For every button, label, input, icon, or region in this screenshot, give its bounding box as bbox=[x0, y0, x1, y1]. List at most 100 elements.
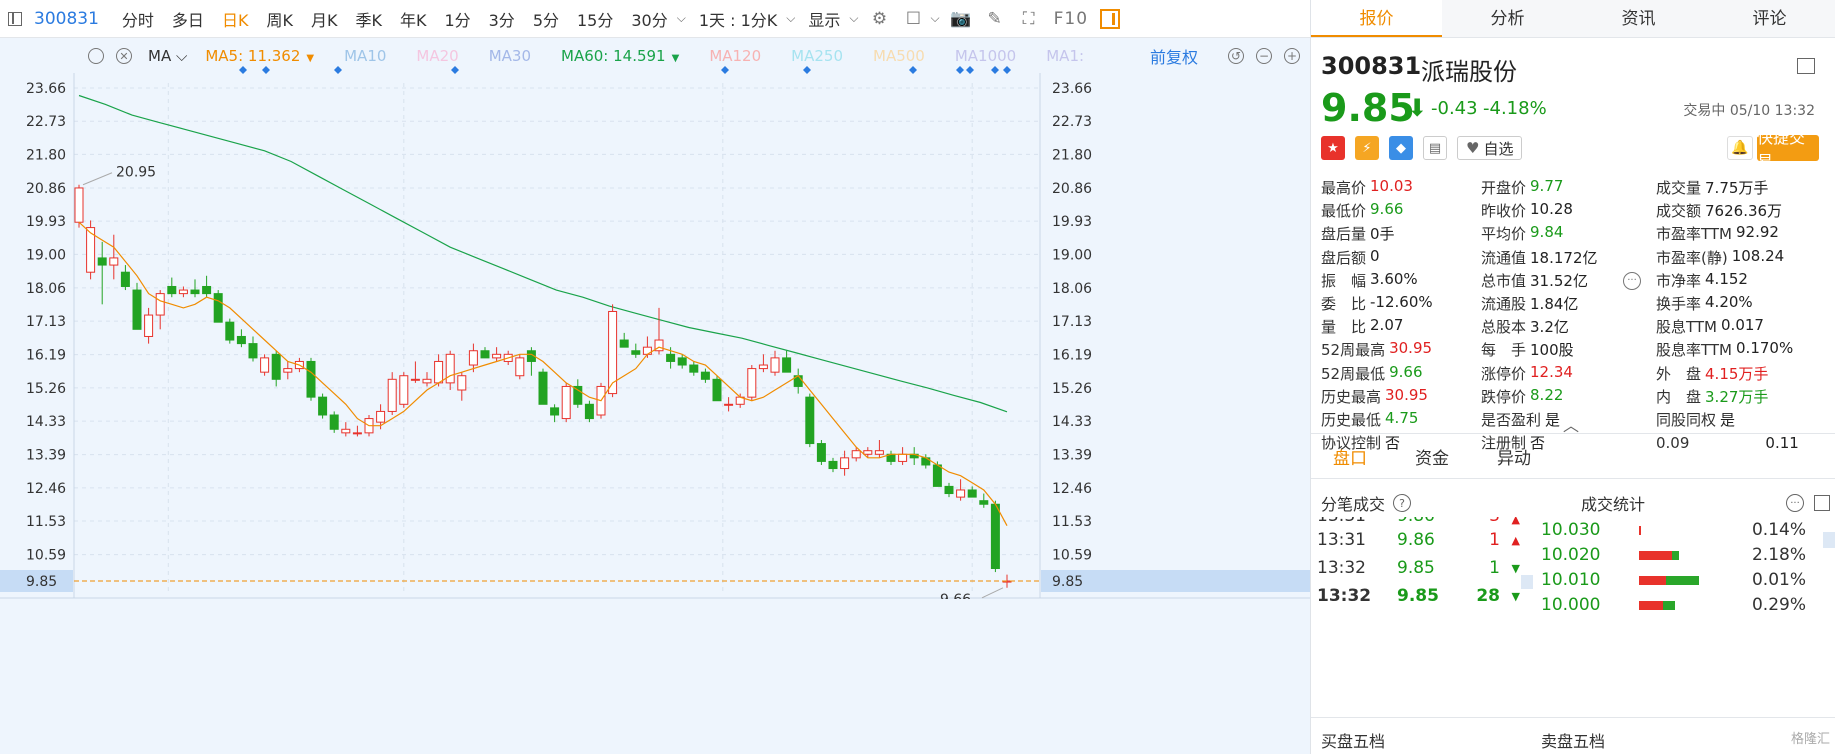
adjust-mode-button[interactable]: 前复权 bbox=[1150, 48, 1199, 67]
candle-body[interactable] bbox=[399, 375, 409, 405]
candle-body[interactable] bbox=[376, 410, 386, 423]
panel-tab[interactable]: 资讯 bbox=[1621, 9, 1656, 29]
gear-icon[interactable]: ⚙ bbox=[871, 8, 888, 29]
candle-body[interactable] bbox=[770, 357, 780, 373]
kline-chart-area[interactable]: ✕ MA ⌵ MA5: 11.362 ▼ MA10 MA20 MA30 MA60: 14.… bbox=[0, 38, 1310, 754]
ma-item[interactable]: MA1000 bbox=[955, 47, 1016, 65]
candle-body[interactable] bbox=[167, 285, 177, 295]
candle-body[interactable] bbox=[515, 357, 525, 377]
period-tab[interactable]: 分时 bbox=[121, 10, 154, 30]
ma-item[interactable]: MA500 bbox=[873, 47, 925, 65]
ma-item[interactable]: MA1: bbox=[1046, 47, 1084, 65]
candle-body[interactable] bbox=[225, 321, 235, 341]
candle-body[interactable] bbox=[341, 428, 351, 434]
candle-body[interactable] bbox=[584, 403, 594, 420]
candle-body[interactable] bbox=[132, 289, 142, 330]
ma-item[interactable]: MA10 bbox=[344, 47, 386, 65]
event-marker[interactable] bbox=[451, 66, 459, 74]
candle-body[interactable] bbox=[86, 227, 96, 273]
ma-item[interactable]: MA120 bbox=[709, 47, 761, 65]
sub-tab[interactable]: 异动 bbox=[1497, 448, 1531, 469]
period-tab[interactable]: 年K bbox=[399, 10, 427, 30]
candle-body[interactable] bbox=[74, 187, 84, 223]
period-tab[interactable]: 15分 bbox=[577, 10, 614, 30]
candle-body[interactable] bbox=[840, 457, 850, 470]
candle-body[interactable] bbox=[236, 335, 246, 345]
event-marker[interactable] bbox=[262, 66, 270, 74]
caret-down-icon[interactable]: ▼ bbox=[671, 53, 680, 64]
period-tab[interactable]: 季K bbox=[355, 10, 382, 30]
event-marker[interactable] bbox=[991, 66, 999, 74]
panel-tab[interactable]: 分析 bbox=[1490, 9, 1525, 29]
candle-body[interactable] bbox=[689, 364, 699, 373]
candle-body[interactable] bbox=[724, 403, 734, 406]
candle-body[interactable] bbox=[816, 443, 826, 462]
zoom-out-icon[interactable]: − bbox=[1256, 48, 1272, 64]
period-tab[interactable]: 周K bbox=[266, 10, 293, 30]
candle-body[interactable] bbox=[608, 310, 618, 395]
chevron-down-icon[interactable]: ⌵ bbox=[849, 11, 859, 25]
side-panel-icon[interactable] bbox=[1797, 58, 1815, 74]
toolbar-stock-code[interactable]: 300831 bbox=[34, 8, 99, 29]
candle-body[interactable] bbox=[990, 503, 1000, 570]
f10-button[interactable]: F10 bbox=[1053, 8, 1089, 29]
candle-body[interactable] bbox=[155, 293, 165, 316]
layout-toggle-icon[interactable] bbox=[1100, 8, 1121, 29]
tick-trades-list[interactable]: 13:31 9.86 3 ▲ 13:31 9.86 1 ▲ 13:32 9.85 1 ▼ 13:32 9.… bbox=[1311, 517, 1536, 610]
china-flag-icon[interactable]: ★ bbox=[1321, 136, 1345, 160]
candle-body[interactable] bbox=[666, 353, 676, 362]
sub-tab[interactable]: 资金 bbox=[1415, 448, 1449, 469]
note-icon[interactable]: ▤ bbox=[1423, 136, 1447, 160]
candle-body[interactable] bbox=[805, 396, 815, 445]
candle-body[interactable] bbox=[144, 314, 154, 337]
period-tab[interactable]: 多日 bbox=[171, 10, 204, 30]
help-icon[interactable]: ? bbox=[1393, 494, 1412, 512]
candle-body[interactable] bbox=[538, 371, 548, 405]
candle-body[interactable] bbox=[352, 432, 362, 435]
period-tab[interactable]: 30分 bbox=[631, 10, 668, 30]
sub-tab[interactable]: 盘口 bbox=[1333, 448, 1367, 469]
candle-body[interactable] bbox=[979, 500, 989, 505]
candle-body[interactable] bbox=[202, 285, 212, 295]
candle-body[interactable] bbox=[97, 257, 107, 266]
event-marker[interactable] bbox=[966, 66, 974, 74]
ma-item[interactable]: MA30 bbox=[489, 47, 531, 65]
grid-icon[interactable] bbox=[1814, 495, 1830, 511]
caret-down-icon[interactable]: ▼ bbox=[306, 53, 315, 64]
candle-body[interactable] bbox=[329, 414, 339, 430]
close-icon[interactable]: ✕ bbox=[116, 48, 132, 64]
ma-item[interactable]: MA60: 14.591 ▼ bbox=[561, 47, 679, 65]
reset-icon[interactable]: ↺ bbox=[1228, 48, 1244, 64]
candle-body[interactable] bbox=[492, 353, 502, 359]
candle-body[interactable] bbox=[863, 450, 873, 455]
sync-period-select[interactable]: 1天 : 1分K bbox=[698, 10, 778, 30]
sidebar-toggle-icon[interactable] bbox=[8, 11, 22, 26]
candle-body[interactable] bbox=[561, 385, 571, 420]
candle-body[interactable] bbox=[434, 360, 444, 384]
candle-body[interactable] bbox=[573, 385, 583, 405]
candle-body[interactable] bbox=[874, 450, 884, 455]
candle-body[interactable] bbox=[387, 378, 397, 412]
chevron-down-icon[interactable]: ⌵ bbox=[930, 11, 940, 25]
candle-body[interactable] bbox=[445, 353, 455, 384]
event-marker[interactable] bbox=[239, 66, 247, 74]
candle-body[interactable] bbox=[619, 339, 629, 348]
candle-body[interactable] bbox=[700, 371, 710, 380]
candle-body[interactable] bbox=[178, 289, 188, 295]
volume-stats-list[interactable]: 10.030 0.14% 10.020 2.18% 10.010 0.01% 10.000 0… bbox=[1541, 517, 1835, 610]
scrollbar[interactable] bbox=[1823, 532, 1835, 548]
candle-body[interactable] bbox=[956, 489, 966, 498]
bell-icon[interactable]: 🔔 bbox=[1727, 136, 1753, 160]
pen-icon[interactable]: ✎ bbox=[987, 8, 1002, 29]
period-tab[interactable]: 日K bbox=[221, 10, 249, 30]
gear-icon[interactable] bbox=[88, 48, 104, 64]
candle-body[interactable] bbox=[410, 378, 420, 381]
candle-body[interactable] bbox=[190, 289, 200, 295]
camera-icon[interactable]: 📷 bbox=[950, 8, 972, 29]
candle-body[interactable] bbox=[248, 343, 258, 359]
candle-body[interactable] bbox=[120, 271, 130, 287]
candle-body[interactable] bbox=[932, 464, 942, 487]
event-marker[interactable] bbox=[334, 66, 342, 74]
candle-body[interactable] bbox=[782, 357, 792, 373]
candle-body[interactable] bbox=[468, 350, 478, 366]
